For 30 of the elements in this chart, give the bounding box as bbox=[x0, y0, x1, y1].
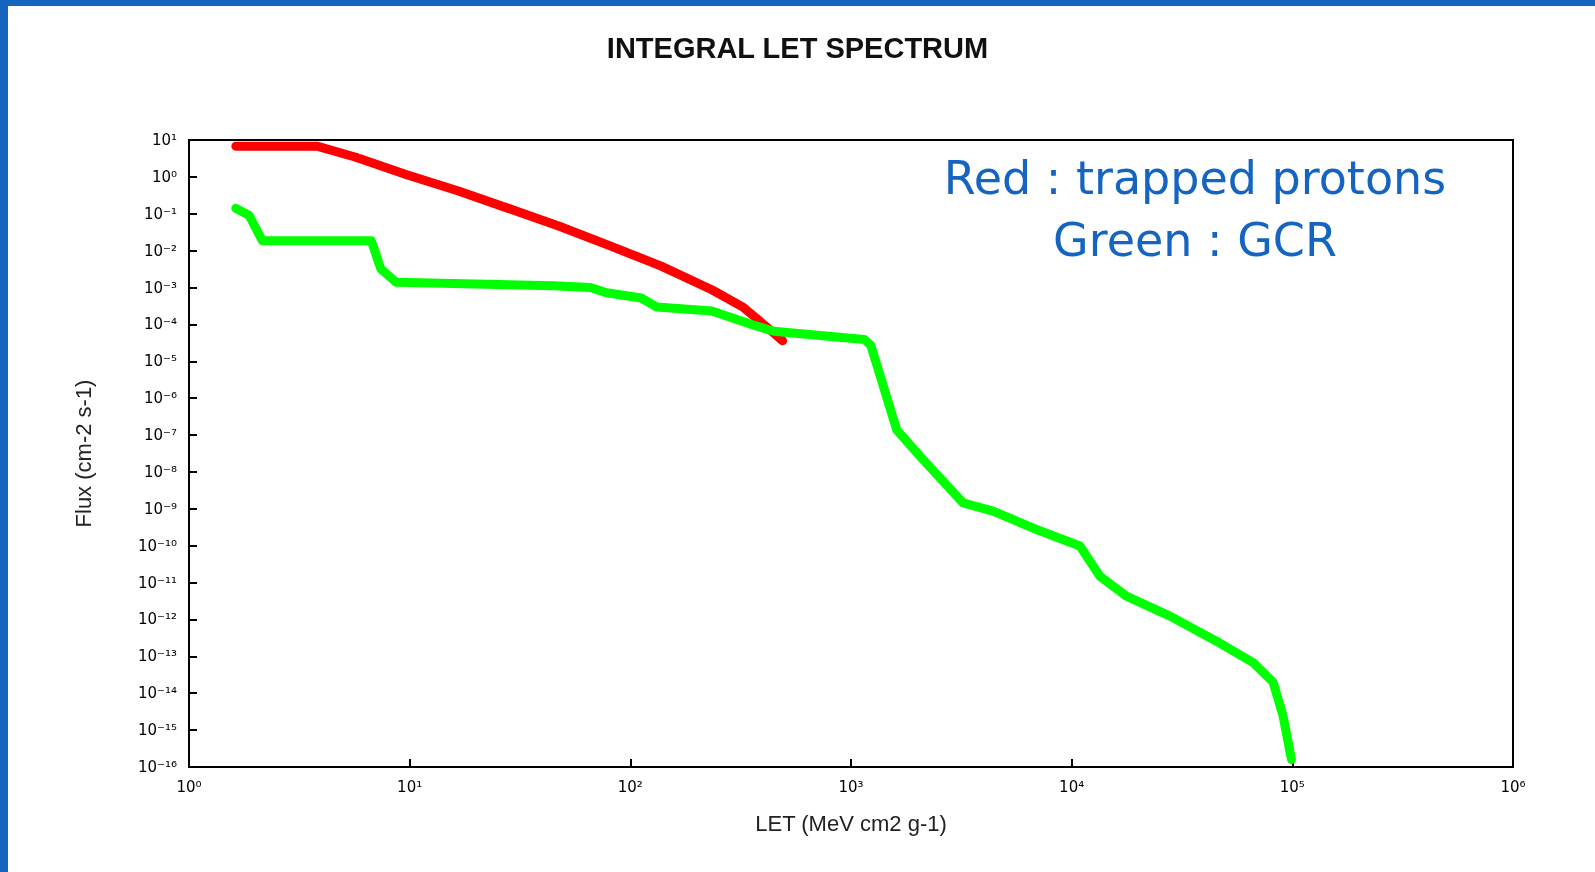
y-tick-label: 10⁻⁷ bbox=[143, 426, 177, 445]
y-tick-label: 10⁻⁹ bbox=[143, 499, 177, 518]
x-tick-label: 10² bbox=[617, 777, 643, 796]
y-tick-label: 10⁻¹ bbox=[143, 204, 177, 223]
y-tick-label: 10⁻² bbox=[143, 241, 177, 260]
y-tick-label: 10⁻¹⁶ bbox=[137, 758, 177, 776]
chart-title: INTEGRAL LET SPECTRUM bbox=[606, 31, 989, 64]
y-tick-label: 10⁻³ bbox=[143, 278, 177, 297]
x-tick-label: 10⁶ bbox=[1500, 777, 1526, 796]
x-tick-label: 10³ bbox=[838, 777, 864, 796]
annotation: Green : GCR bbox=[1053, 213, 1337, 267]
x-tick-label: 10⁰ bbox=[176, 777, 202, 796]
y-axis-title: Flux (cm-2 s-1) bbox=[70, 379, 96, 528]
y-tick-label: 10⁻⁶ bbox=[143, 389, 177, 408]
y-tick-label: 10⁻¹⁵ bbox=[137, 721, 177, 740]
x-tick-label: 10¹ bbox=[397, 777, 423, 796]
x-tick-label: 10⁵ bbox=[1279, 777, 1305, 796]
x-tick-label: 10⁴ bbox=[1059, 777, 1085, 796]
y-tick-label: 10⁻¹³ bbox=[137, 647, 177, 666]
y-tick-label: 10⁻⁸ bbox=[143, 462, 177, 481]
y-tick-label: 10¹ bbox=[151, 131, 177, 149]
x-axis-title: LET (MeV cm2 g-1) bbox=[755, 810, 947, 836]
y-tick-label: 10⁻⁴ bbox=[143, 315, 177, 334]
y-tick-label: 10⁻¹⁰ bbox=[137, 536, 177, 555]
y-tick-label: 10⁻¹² bbox=[137, 610, 177, 629]
y-tick-label: 10⁻⁵ bbox=[143, 352, 177, 371]
y-tick-label: 10⁰ bbox=[151, 167, 177, 186]
y-tick-label: 10⁻¹¹ bbox=[137, 573, 177, 592]
y-tick-label: 10⁻¹⁴ bbox=[137, 684, 177, 703]
annotation: Red : trapped protons bbox=[943, 151, 1447, 205]
